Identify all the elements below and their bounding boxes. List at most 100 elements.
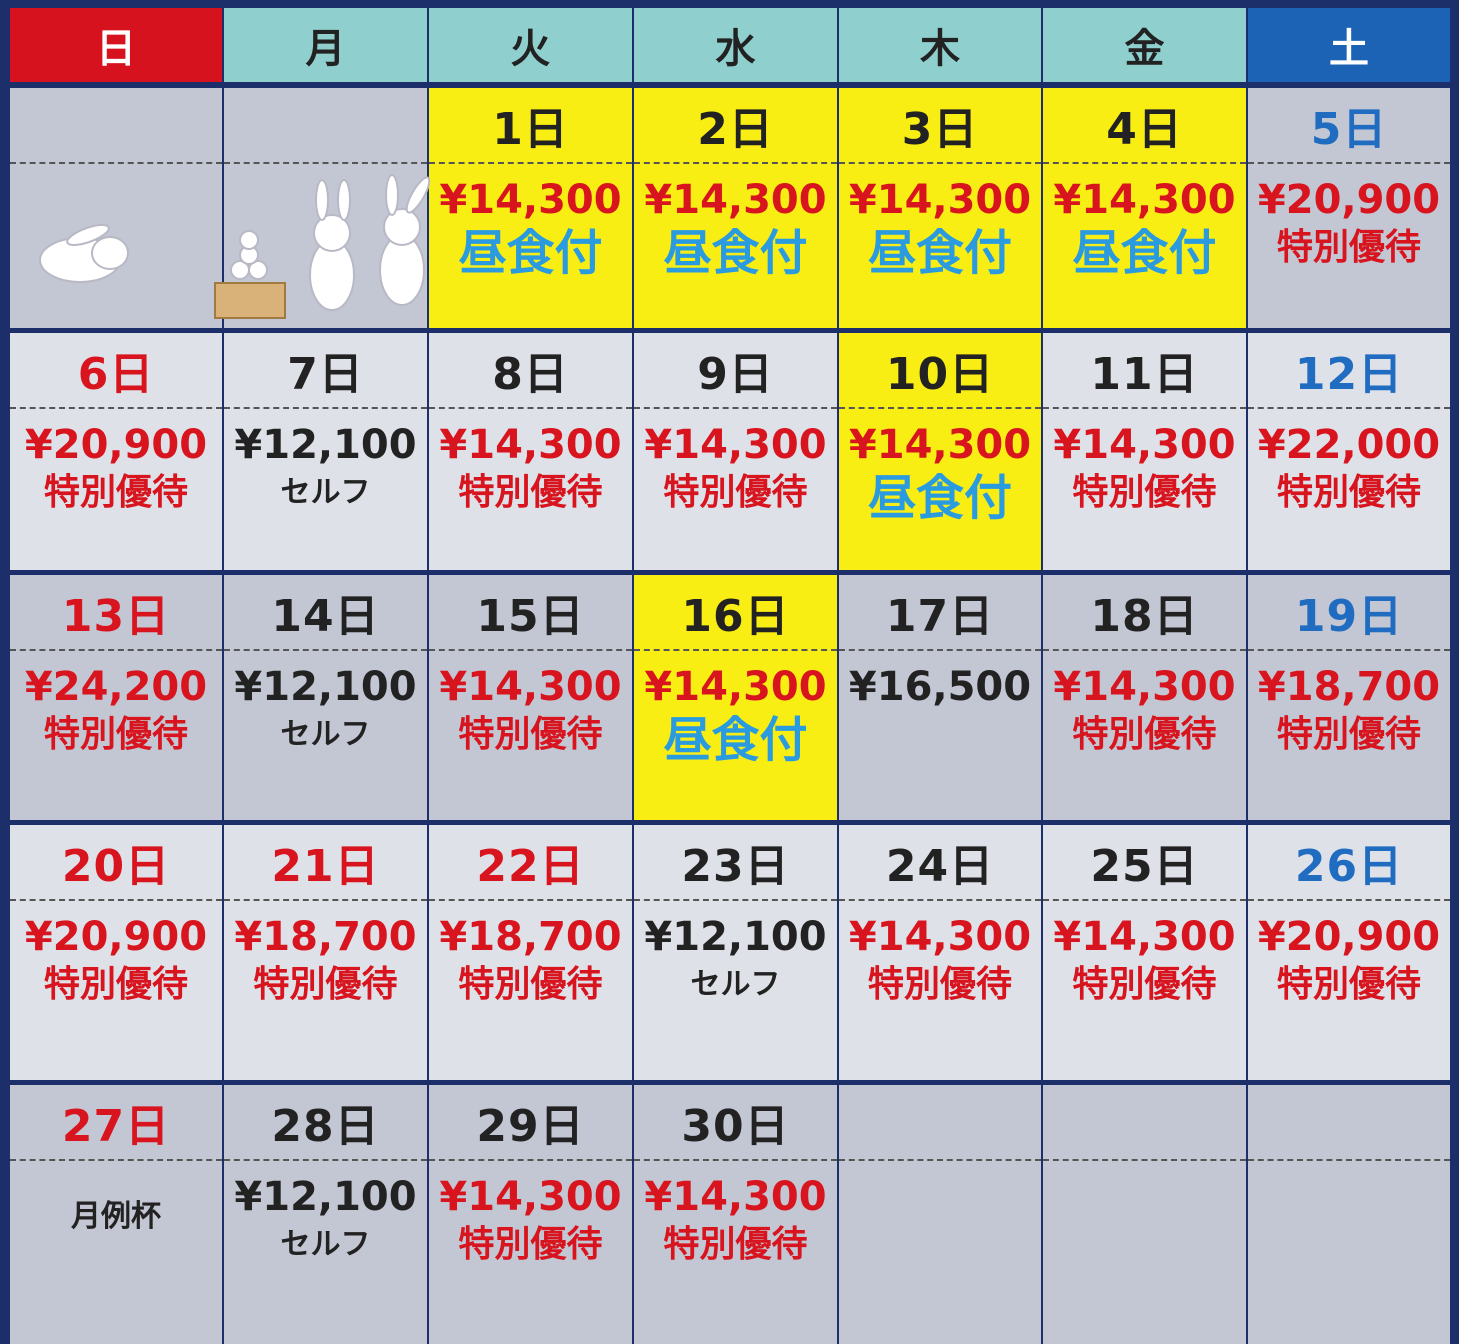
weekday-header: 金	[1043, 8, 1246, 82]
date: 20日	[10, 825, 222, 901]
cell-body: ¥20,900 特別優待	[1248, 164, 1450, 272]
date: 6日	[10, 333, 222, 409]
date: 4日	[1043, 88, 1246, 164]
cell-body: ¥20,900 特別優待	[10, 409, 222, 517]
cell-body: ¥14,300 特別優待	[429, 409, 632, 517]
date-separator	[1043, 1085, 1246, 1161]
day-cell: 27日月例杯	[10, 1085, 222, 1344]
price: ¥14,300	[439, 1174, 622, 1220]
date-separator	[839, 1085, 1041, 1161]
day-cell: 26日 ¥20,900 特別優待	[1248, 825, 1450, 1080]
note: 特別優待	[1276, 964, 1421, 1005]
day-cell: 17日 ¥16,500	[839, 575, 1041, 820]
day-cell: 24日 ¥14,300 特別優待	[839, 825, 1041, 1080]
cell-body: ¥14,300 特別優待	[1043, 901, 1246, 1009]
note: 昼食付	[867, 225, 1012, 281]
note: 特別優待	[1276, 472, 1421, 513]
day-cell: 30日 ¥14,300 特別優待	[634, 1085, 837, 1344]
price: ¥14,300	[644, 177, 827, 223]
note: 特別優待	[43, 964, 188, 1005]
day-cell: 6日 ¥20,900 特別優待	[10, 333, 222, 570]
cell-body: ¥20,900 特別優待	[10, 901, 222, 1009]
note: 月例杯	[71, 1199, 161, 1234]
cell-body: ¥14,300 昼食付	[634, 651, 837, 769]
cell-body: ¥14,300 昼食付	[634, 164, 837, 282]
cell-body: ¥14,300 特別優待	[634, 1161, 837, 1269]
note: 特別優待	[458, 1224, 603, 1265]
price: ¥14,300	[439, 422, 622, 468]
date: 27日	[10, 1085, 222, 1161]
cell-body: ¥14,300 特別優待	[1043, 409, 1246, 517]
note: 特別優待	[458, 964, 603, 1005]
note: 特別優待	[1072, 714, 1217, 755]
day-cell: 29日 ¥14,300 特別優待	[429, 1085, 632, 1344]
note: 特別優待	[1276, 714, 1421, 755]
date-separator	[1248, 1085, 1450, 1161]
weekday-header: 土	[1248, 8, 1450, 82]
day-cell: 14日 ¥12,100 セルフ	[224, 575, 427, 820]
day-cell	[839, 1085, 1041, 1344]
day-cell: 23日 ¥12,100 セルフ	[634, 825, 837, 1080]
day-cell: 28日 ¥12,100 セルフ	[224, 1085, 427, 1344]
price: ¥14,300	[848, 422, 1032, 468]
date: 25日	[1043, 825, 1246, 901]
note: 特別優待	[43, 714, 188, 755]
date: 19日	[1248, 575, 1450, 651]
cell-body: ¥14,300 特別優待	[839, 901, 1041, 1009]
note: 昼食付	[1072, 225, 1217, 281]
date: 10日	[839, 333, 1041, 409]
date: 2日	[634, 88, 837, 164]
price: ¥14,300	[848, 177, 1032, 223]
note: 特別優待	[1072, 472, 1217, 513]
date: 7日	[224, 333, 427, 409]
day-cell: 15日 ¥14,300 特別優待	[429, 575, 632, 820]
date: 18日	[1043, 575, 1246, 651]
day-cell: 12日 ¥22,000 特別優待	[1248, 333, 1450, 570]
cell-body: ¥14,300 昼食付	[839, 409, 1041, 527]
note: 特別優待	[253, 964, 398, 1005]
price: ¥14,300	[1053, 177, 1236, 223]
cell-body: ¥14,300 特別優待	[634, 409, 837, 517]
cell-body: ¥18,700 特別優待	[224, 901, 427, 1009]
date: 30日	[634, 1085, 837, 1161]
price: ¥12,100	[234, 422, 417, 468]
day-cell: 5日 ¥20,900 特別優待	[1248, 88, 1450, 328]
date: 17日	[839, 575, 1041, 651]
price: ¥14,300	[439, 177, 622, 223]
date: 24日	[839, 825, 1041, 901]
date: 28日	[224, 1085, 427, 1161]
price: ¥18,700	[1257, 664, 1441, 710]
day-cell: 21日 ¥18,700 特別優待	[224, 825, 427, 1080]
price: ¥14,300	[439, 664, 622, 710]
date: 14日	[224, 575, 427, 651]
price: ¥20,900	[24, 914, 208, 960]
note: セルフ	[280, 717, 371, 752]
day-cell: 16日 ¥14,300 昼食付	[634, 575, 837, 820]
cell-body: ¥20,900 特別優待	[1248, 901, 1450, 1009]
date: 21日	[224, 825, 427, 901]
cell-body: ¥18,700 特別優待	[1248, 651, 1450, 759]
note: 昼食付	[663, 712, 808, 768]
date: 29日	[429, 1085, 632, 1161]
cell-body: ¥12,100 セルフ	[224, 1161, 427, 1269]
date: 12日	[1248, 333, 1450, 409]
date: 8日	[429, 333, 632, 409]
day-cell: 10日 ¥14,300 昼食付	[839, 333, 1041, 570]
day-cell: 11日 ¥14,300 特別優待	[1043, 333, 1246, 570]
note: 昼食付	[458, 225, 603, 281]
price: ¥20,900	[1257, 177, 1441, 223]
price: ¥20,900	[1257, 914, 1441, 960]
note: 特別優待	[1276, 227, 1421, 268]
date: 11日	[1043, 333, 1246, 409]
price: ¥14,300	[848, 914, 1032, 960]
note: 特別優待	[43, 472, 188, 513]
cell-body: ¥14,300 昼食付	[839, 164, 1041, 282]
cell-body: ¥12,100 セルフ	[224, 651, 427, 759]
date: 1日	[429, 88, 632, 164]
note: セルフ	[280, 475, 371, 510]
weekday-header: 日	[10, 8, 222, 82]
day-cell: 7日 ¥12,100 セルフ	[224, 333, 427, 570]
price: ¥24,200	[24, 664, 208, 710]
date: 3日	[839, 88, 1041, 164]
